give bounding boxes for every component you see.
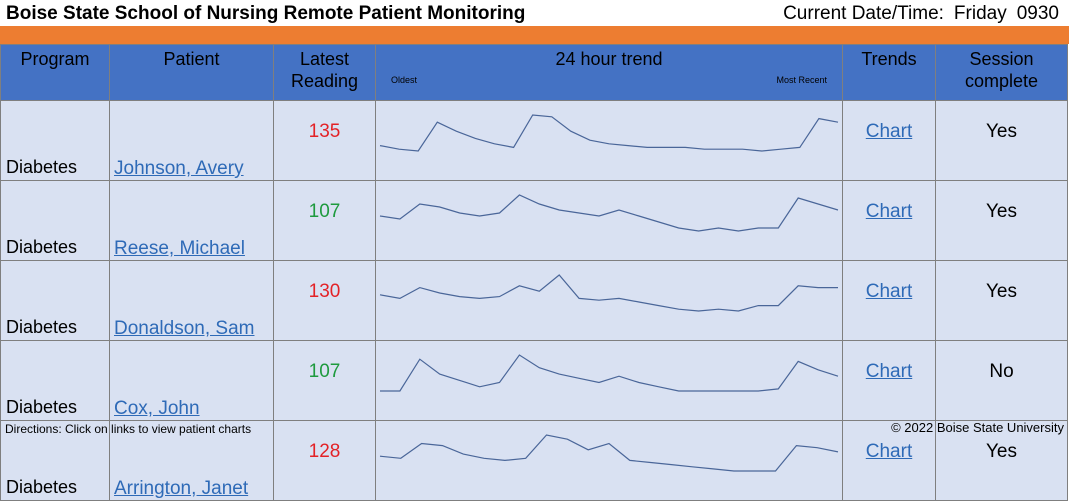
- column-header-program: Program: [0, 44, 110, 101]
- latest-reading-value: 130: [308, 281, 341, 302]
- column-header-session: Session complete: [935, 44, 1068, 101]
- patient-link[interactable]: Johnson, Avery: [114, 158, 244, 179]
- chart-link[interactable]: Chart: [865, 361, 913, 382]
- trend-line: [379, 114, 839, 152]
- program-label: Diabetes: [6, 317, 78, 337]
- program-cell: Diabetes: [0, 260, 110, 341]
- chart-link[interactable]: Chart: [865, 281, 913, 302]
- latest-reading-cell: 135: [273, 100, 376, 181]
- session-cell: Yes: [935, 260, 1068, 341]
- session-status: Yes: [986, 121, 1017, 142]
- header-trend-label: 24 hour trend: [555, 49, 663, 69]
- patient-link[interactable]: Reese, Michael: [114, 238, 245, 259]
- latest-reading-value: 107: [308, 201, 341, 222]
- trend-line: [379, 434, 839, 472]
- program-cell: Diabetes: [0, 180, 110, 261]
- trend-most-recent-label: Most Recent: [776, 75, 827, 85]
- trend-cell: [375, 180, 843, 261]
- column-header-patient: Patient: [109, 44, 274, 101]
- chart-cell: Chart: [842, 260, 936, 341]
- column-header-trends: Trends: [842, 44, 936, 101]
- column-header-latest-reading: Latest Reading: [273, 44, 376, 101]
- program-label: Diabetes: [6, 397, 78, 417]
- trend-line: [379, 194, 839, 232]
- table-row: Diabetes Cox, John 107 Chart No: [0, 340, 1068, 421]
- column-header-trend: 24 hour trend Oldest Most Recent: [375, 44, 843, 101]
- latest-reading-cell: 128: [273, 420, 376, 501]
- header-session-line1: Session: [969, 49, 1034, 69]
- session-cell: Yes: [935, 100, 1068, 181]
- trend-cell: [375, 420, 843, 501]
- patient-link[interactable]: Donaldson, Sam: [114, 318, 255, 339]
- session-cell: Yes: [935, 180, 1068, 261]
- trend-sparkline: [379, 274, 838, 312]
- trend-cell: [375, 100, 843, 181]
- datetime-time: 0930: [1016, 3, 1059, 24]
- directions-text: Directions: Click on links to view patie…: [5, 422, 252, 436]
- header-latest-line2: Reading: [290, 71, 359, 91]
- latest-reading-cell: 107: [273, 180, 376, 261]
- trend-cell: [375, 340, 843, 421]
- patient-link[interactable]: Arrington, Janet: [114, 478, 249, 499]
- trend-sparkline: [379, 194, 839, 232]
- session-cell: No: [935, 340, 1068, 421]
- program-label: Diabetes: [6, 157, 78, 177]
- header-session-line2: complete: [964, 71, 1039, 91]
- chart-cell: Chart: [842, 340, 936, 421]
- session-status: Yes: [986, 201, 1017, 222]
- trend-sparkline: [379, 114, 839, 152]
- session-status: Yes: [986, 441, 1017, 462]
- header-accent-bar: [0, 26, 1069, 44]
- latest-reading-value: 107: [308, 361, 341, 382]
- table-row: Diabetes Johnson, Avery 135 Chart Yes: [0, 100, 1068, 181]
- page-title: Boise State School of Nursing Remote Pat…: [6, 3, 526, 24]
- program-label: Diabetes: [6, 237, 78, 257]
- trend-oldest-label: Oldest: [391, 75, 418, 85]
- trend-sparkline: [379, 434, 839, 472]
- header-patient-label: Patient: [163, 49, 220, 69]
- session-status: No: [989, 361, 1014, 382]
- datetime-day: Friday: [953, 3, 1007, 24]
- program-label: Diabetes: [6, 477, 78, 497]
- table-header-row: Program Patient Latest Reading 24 hour t…: [0, 44, 1068, 101]
- patient-link[interactable]: Cox, John: [114, 398, 200, 419]
- patient-cell: Reese, Michael: [109, 180, 274, 261]
- table-row: Diabetes Donaldson, Sam 130 Chart Yes: [0, 260, 1068, 341]
- chart-link[interactable]: Chart: [865, 441, 913, 462]
- header-latest-line1: Latest: [299, 49, 350, 69]
- copyright-text: © 2022 Boise State University: [891, 420, 1064, 435]
- current-datetime: Current Date/Time: Friday 0930: [783, 3, 1059, 25]
- program-cell: Diabetes: [0, 100, 110, 181]
- session-status: Yes: [986, 281, 1017, 302]
- patient-cell: Johnson, Avery: [109, 100, 274, 181]
- trend-line: [379, 274, 838, 312]
- chart-link[interactable]: Chart: [865, 121, 913, 142]
- header-program-label: Program: [20, 49, 90, 69]
- trend-line: [380, 354, 839, 392]
- chart-cell: Chart: [842, 180, 936, 261]
- latest-reading-cell: 130: [273, 260, 376, 341]
- table-row: Diabetes Reese, Michael 107 Chart Yes: [0, 180, 1068, 261]
- chart-link[interactable]: Chart: [865, 201, 913, 222]
- latest-reading-value: 128: [308, 441, 341, 462]
- patient-cell: Donaldson, Sam: [109, 260, 274, 341]
- trend-cell: [375, 260, 843, 341]
- latest-reading-cell: 107: [273, 340, 376, 421]
- header-trends-label: Trends: [861, 49, 917, 69]
- patient-cell: Cox, John: [109, 340, 274, 421]
- program-cell: Diabetes: [0, 340, 110, 421]
- chart-cell: Chart: [842, 100, 936, 181]
- trend-sparkline: [380, 354, 839, 392]
- latest-reading-value: 135: [308, 121, 341, 142]
- datetime-label: Current Date/Time:: [783, 3, 944, 24]
